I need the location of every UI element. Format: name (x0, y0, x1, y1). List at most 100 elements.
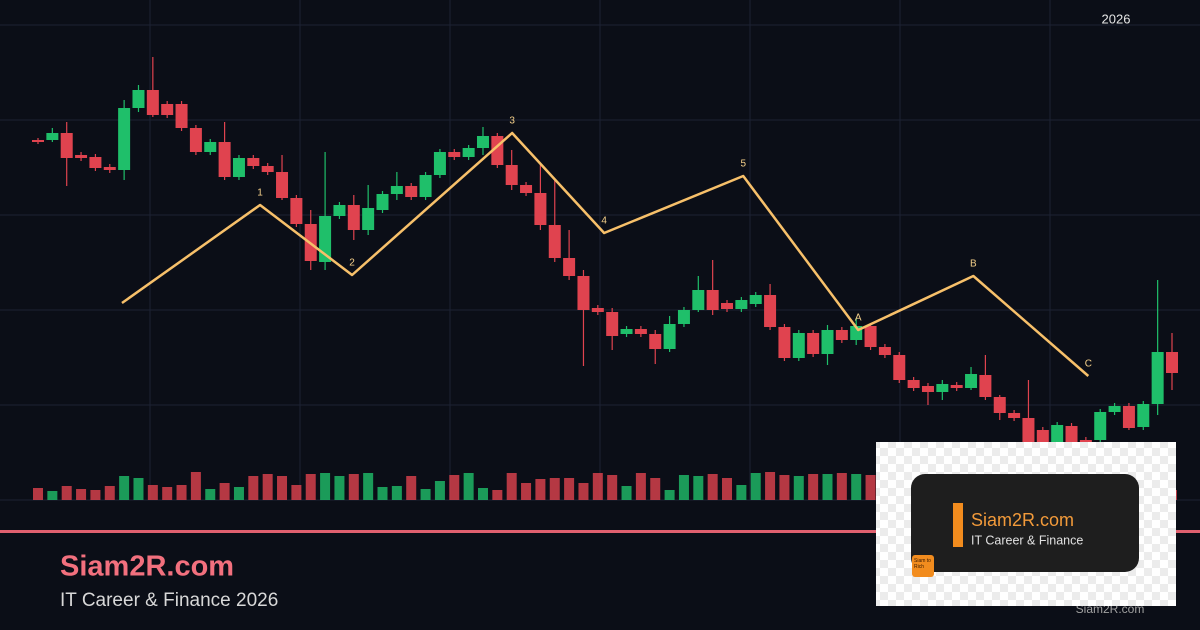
candle-body (1108, 406, 1121, 412)
volume-bar (377, 487, 388, 500)
volume-bar (607, 475, 618, 500)
candle-body (175, 104, 188, 128)
badge-box: Siam to Rich (914, 558, 931, 570)
volume-bar (521, 483, 532, 500)
candle-body (692, 290, 705, 310)
volume-bar (205, 489, 216, 500)
volume-bar (822, 474, 833, 500)
volume-bar (33, 488, 43, 500)
candle-body (721, 303, 734, 309)
candle-body (591, 308, 604, 312)
volume-bar (851, 474, 862, 500)
logo-badge-text: Siam to Rich (914, 558, 931, 570)
candle-body (376, 194, 389, 210)
candle-body (735, 300, 748, 309)
volume-bar (592, 473, 603, 500)
wave-label: 4 (601, 216, 607, 227)
candle-body (1051, 425, 1064, 445)
candle-body (89, 157, 102, 168)
candle-body (907, 380, 920, 388)
volume-bar (736, 485, 747, 500)
candle-body (965, 374, 978, 388)
volume-bar (47, 491, 58, 500)
candle-body (649, 334, 662, 349)
candle-body (1022, 418, 1035, 445)
candle-body (749, 295, 762, 304)
candle-body (433, 152, 446, 175)
volume-bar (406, 476, 417, 500)
candle-body (1137, 404, 1150, 427)
logo-card: Siam2R.com IT Career & Finance Siam to R… (876, 442, 1176, 606)
candle-body (1151, 352, 1164, 404)
volume-bar (492, 490, 503, 500)
candle-body (75, 155, 88, 158)
volume-bar (535, 479, 546, 500)
volume-bar (219, 483, 230, 500)
volume-bar (564, 478, 575, 500)
candle-body (347, 205, 360, 230)
volume-bar (320, 473, 331, 500)
candle-body (161, 104, 174, 115)
candle-body (1036, 430, 1049, 445)
volume-bar (248, 476, 259, 500)
candle-body (936, 384, 949, 392)
volume-bar (664, 490, 675, 500)
candle-body (921, 386, 934, 392)
candle-body (979, 375, 992, 397)
candle-body (448, 152, 461, 157)
wave-label: A (855, 313, 862, 324)
volume-bar (434, 481, 445, 500)
volume-bar (119, 476, 130, 500)
wave-line (121, 131, 1090, 377)
volume-bar (291, 485, 302, 500)
candle-body (520, 185, 533, 193)
period-label: 2026 (1102, 11, 1131, 26)
candle-body (132, 90, 145, 108)
candle-body (663, 324, 676, 349)
candle-body (835, 330, 848, 340)
volume-bar (305, 474, 316, 500)
candle-body (505, 165, 518, 185)
candle-body (864, 326, 877, 347)
site-name: Siam2R.com (60, 551, 234, 583)
tagline: IT Career & Finance 2026 (60, 590, 278, 611)
divider (0, 530, 1200, 533)
volume-bar (363, 473, 374, 500)
logo-site: Siam2R.com (971, 510, 1074, 530)
volume-bar (765, 472, 776, 500)
candle-body (476, 136, 489, 148)
candle-body (677, 310, 690, 324)
candle-body (606, 312, 619, 336)
wave-label: 1 (257, 188, 263, 199)
volume-bar (76, 489, 87, 500)
volume-bar (176, 485, 187, 500)
candle-body (577, 276, 590, 310)
candle-body (218, 142, 231, 177)
candle-body (390, 186, 403, 194)
candle-body (548, 225, 561, 258)
candle-body (290, 198, 303, 224)
volume-bar (707, 474, 718, 500)
volume-bar (420, 489, 431, 500)
candle-body (1122, 406, 1135, 428)
candle-body (46, 133, 59, 140)
wave-label: 2 (349, 258, 355, 269)
candle-body (462, 148, 475, 157)
volume-bar (621, 486, 632, 500)
candle-body (362, 208, 375, 230)
wave-label: 3 (509, 116, 515, 127)
candle-body (405, 186, 418, 197)
volume-bar (147, 485, 158, 500)
candle-body (276, 172, 289, 198)
candle-body (204, 142, 217, 152)
volume-bar (391, 486, 402, 500)
volume-bar (477, 488, 488, 500)
volume-bar (277, 476, 288, 500)
volume-bar (262, 474, 273, 500)
candle-body (792, 333, 805, 358)
volume-bar (233, 487, 244, 500)
candle-body (706, 290, 719, 310)
candle-body (232, 158, 245, 177)
volume-bar (162, 487, 173, 500)
